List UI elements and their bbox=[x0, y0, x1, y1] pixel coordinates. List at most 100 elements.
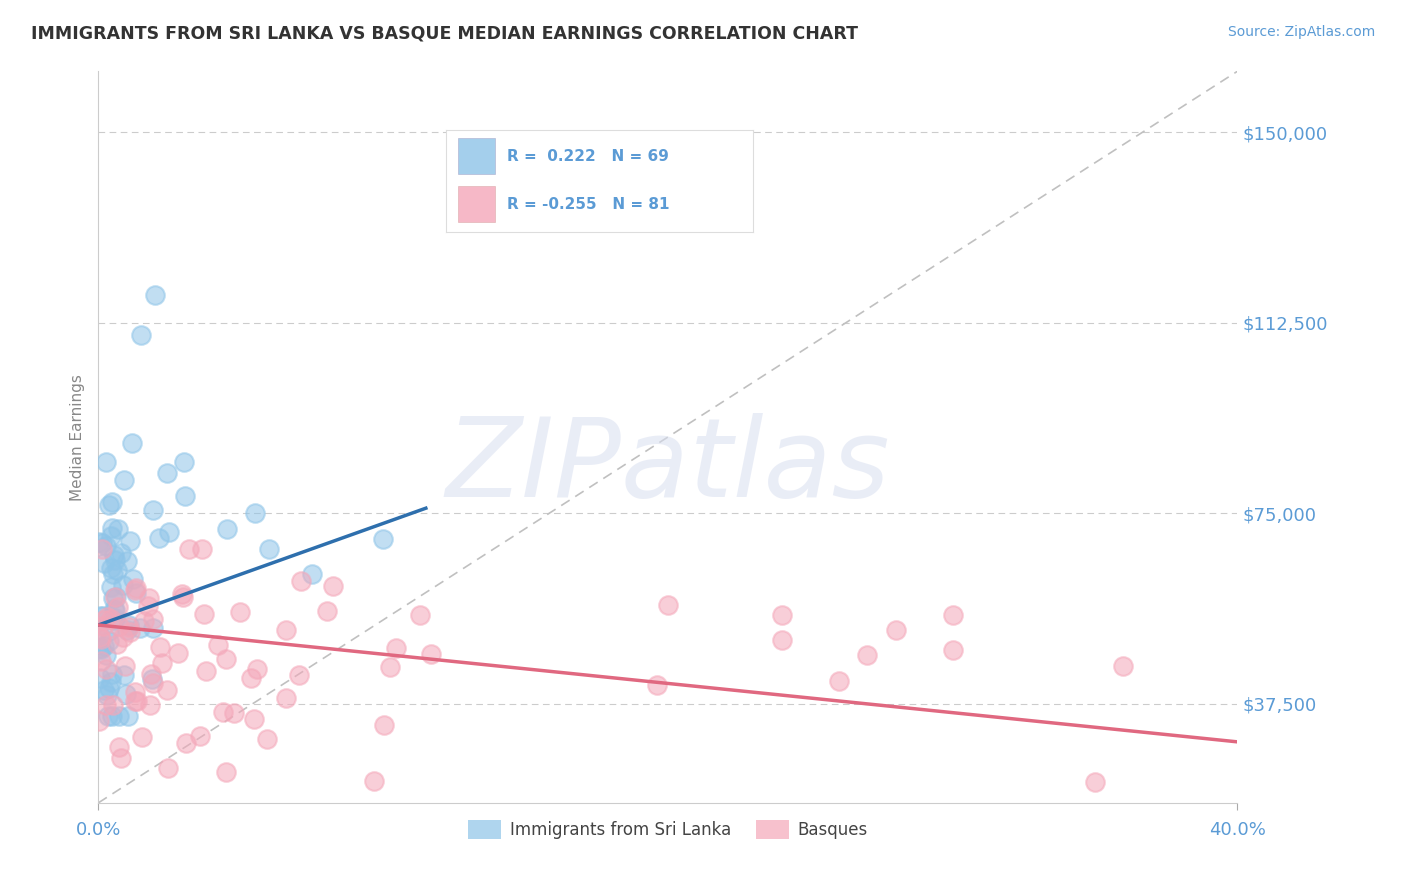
Point bbox=[166, 646, 188, 660]
Point bbox=[142, 675, 165, 690]
Point bbox=[188, 729, 211, 743]
Point bbox=[97, 498, 120, 512]
Point bbox=[118, 618, 141, 632]
Point bbox=[110, 546, 132, 560]
Point bbox=[212, 705, 235, 719]
Point bbox=[174, 489, 197, 503]
Point bbox=[131, 731, 153, 745]
Text: Source: ZipAtlas.com: Source: ZipAtlas.com bbox=[1227, 25, 1375, 39]
Point bbox=[96, 688, 118, 702]
Point bbox=[224, 706, 246, 720]
Point bbox=[190, 542, 212, 557]
Point bbox=[139, 666, 162, 681]
Point bbox=[214, 651, 236, 665]
Point bbox=[288, 668, 311, 682]
Point bbox=[100, 561, 122, 575]
Point bbox=[101, 709, 124, 723]
Point bbox=[136, 599, 159, 613]
Point bbox=[409, 607, 432, 622]
Point bbox=[138, 591, 160, 606]
Point bbox=[290, 574, 312, 589]
Point bbox=[884, 623, 907, 637]
Point bbox=[100, 675, 122, 690]
Point bbox=[276, 690, 298, 705]
Point bbox=[942, 643, 965, 657]
Point bbox=[142, 612, 165, 626]
Point bbox=[94, 455, 117, 469]
Point bbox=[316, 604, 339, 618]
Point bbox=[104, 553, 127, 567]
Point bbox=[373, 718, 395, 732]
Y-axis label: Median Earnings: Median Earnings bbox=[69, 374, 84, 500]
Point bbox=[207, 638, 229, 652]
Point bbox=[141, 672, 163, 686]
Point bbox=[239, 671, 262, 685]
Point bbox=[111, 577, 134, 591]
Point bbox=[96, 609, 118, 624]
Point bbox=[194, 665, 217, 679]
Point bbox=[172, 591, 194, 605]
Point bbox=[89, 640, 111, 655]
Point bbox=[385, 641, 408, 656]
Point bbox=[103, 613, 125, 627]
Point bbox=[148, 531, 170, 545]
Point bbox=[105, 637, 128, 651]
Point bbox=[100, 529, 122, 543]
Point bbox=[645, 678, 668, 692]
Point bbox=[101, 698, 124, 712]
Point bbox=[157, 762, 180, 776]
Point bbox=[107, 600, 129, 615]
Point bbox=[145, 288, 167, 302]
Point bbox=[93, 683, 115, 698]
Point bbox=[117, 709, 139, 723]
Point bbox=[124, 582, 146, 597]
Point bbox=[179, 541, 201, 556]
Point bbox=[124, 684, 146, 698]
Point bbox=[101, 666, 124, 681]
Point bbox=[93, 613, 115, 627]
Point bbox=[89, 714, 111, 728]
Point bbox=[100, 521, 122, 535]
Point bbox=[103, 548, 125, 562]
Point bbox=[770, 607, 793, 622]
Point bbox=[378, 660, 401, 674]
Point bbox=[276, 624, 298, 638]
Point bbox=[243, 506, 266, 520]
Point bbox=[363, 773, 385, 788]
Point bbox=[97, 709, 120, 723]
Point bbox=[770, 633, 793, 648]
Point bbox=[104, 602, 127, 616]
Point bbox=[100, 612, 122, 626]
Point bbox=[114, 687, 136, 701]
Point bbox=[243, 712, 266, 726]
Point bbox=[420, 647, 443, 661]
Point bbox=[138, 698, 160, 712]
Point bbox=[114, 659, 136, 673]
Point bbox=[246, 662, 269, 676]
Point bbox=[90, 536, 112, 550]
Point bbox=[172, 587, 194, 601]
Point bbox=[94, 540, 117, 554]
Point bbox=[856, 648, 879, 663]
Point bbox=[173, 455, 195, 469]
Point bbox=[93, 639, 115, 653]
Point bbox=[110, 751, 132, 765]
Point bbox=[125, 581, 148, 595]
Point bbox=[91, 541, 114, 556]
Point bbox=[124, 586, 146, 600]
Point bbox=[101, 494, 124, 508]
Legend: Immigrants from Sri Lanka, Basques: Immigrants from Sri Lanka, Basques bbox=[461, 814, 875, 846]
Point bbox=[117, 619, 139, 633]
Point bbox=[103, 567, 125, 582]
Point bbox=[93, 556, 115, 570]
Point bbox=[103, 602, 125, 616]
Point bbox=[98, 681, 121, 696]
Point bbox=[142, 503, 165, 517]
Point bbox=[215, 521, 238, 535]
Point bbox=[118, 534, 141, 549]
Point bbox=[156, 683, 179, 698]
Point bbox=[256, 731, 278, 746]
Point bbox=[89, 608, 111, 623]
Point bbox=[1112, 658, 1135, 673]
Point bbox=[134, 615, 156, 629]
